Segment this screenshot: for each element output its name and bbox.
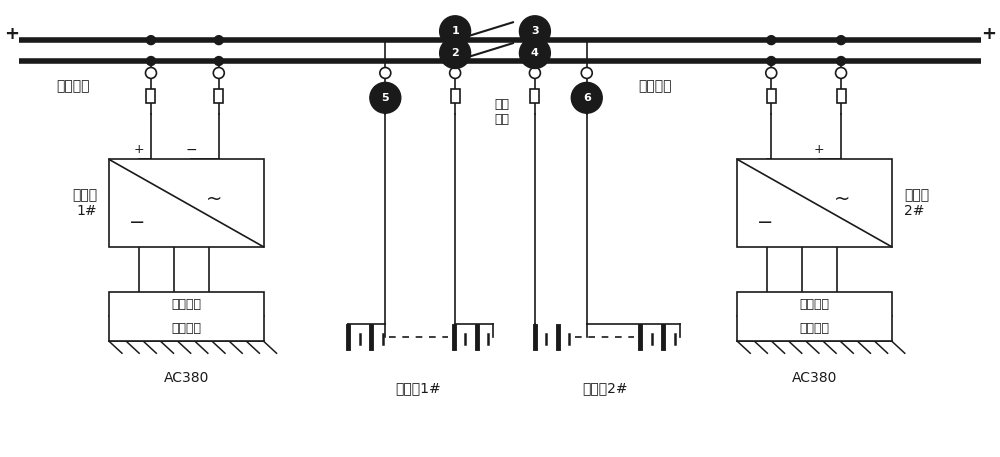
Text: 雷击保护: 雷击保护 — [800, 298, 830, 311]
Text: AC380: AC380 — [791, 371, 837, 385]
Circle shape — [214, 36, 223, 45]
Circle shape — [837, 57, 846, 65]
Text: 雷击保护: 雷击保护 — [171, 298, 201, 311]
Text: 交流配电: 交流配电 — [171, 322, 201, 335]
Circle shape — [146, 36, 155, 45]
Bar — [737, 159, 892, 247]
Circle shape — [530, 36, 539, 45]
Bar — [381, 90, 390, 103]
Text: 直流母线: 直流母线 — [56, 79, 90, 93]
Bar — [837, 90, 846, 103]
Circle shape — [519, 16, 550, 47]
Circle shape — [837, 36, 846, 45]
Circle shape — [440, 16, 471, 47]
Text: 蓄电池1#: 蓄电池1# — [395, 381, 441, 395]
Text: 5: 5 — [382, 93, 389, 103]
Bar — [582, 90, 591, 103]
Bar — [530, 90, 539, 103]
Circle shape — [766, 68, 777, 79]
Text: 2: 2 — [451, 48, 459, 58]
Text: 直流母线: 直流母线 — [638, 79, 671, 93]
Text: 整流器
2#: 整流器 2# — [904, 188, 929, 218]
Bar — [737, 292, 892, 341]
Text: 交流配电: 交流配电 — [800, 322, 830, 335]
Circle shape — [581, 68, 592, 79]
Circle shape — [451, 36, 460, 45]
Text: 4: 4 — [531, 48, 539, 58]
Circle shape — [450, 68, 461, 79]
Text: ~: ~ — [834, 190, 850, 209]
Bar — [214, 90, 223, 103]
Text: −: − — [185, 143, 197, 156]
Text: 蓄电池2#: 蓄电池2# — [582, 381, 628, 395]
Text: +: + — [814, 143, 824, 156]
Text: +: + — [134, 143, 144, 156]
Text: −: − — [129, 213, 145, 232]
Circle shape — [145, 68, 156, 79]
Circle shape — [767, 36, 776, 45]
Bar — [451, 90, 460, 103]
Text: 整流器
1#: 整流器 1# — [72, 188, 97, 218]
Bar — [146, 90, 155, 103]
Circle shape — [571, 82, 602, 113]
Text: 3: 3 — [531, 26, 539, 36]
Circle shape — [213, 68, 224, 79]
Circle shape — [380, 68, 391, 79]
Bar — [767, 90, 776, 103]
Text: +: + — [981, 25, 996, 43]
Circle shape — [146, 57, 155, 65]
Text: 6: 6 — [583, 93, 591, 103]
Text: +: + — [4, 25, 19, 43]
Circle shape — [519, 37, 550, 69]
Text: ~: ~ — [206, 190, 222, 209]
Bar — [109, 159, 264, 247]
Circle shape — [214, 57, 223, 65]
Text: 1: 1 — [451, 26, 459, 36]
Text: AC380: AC380 — [164, 371, 210, 385]
Text: 母线
开关: 母线 开关 — [494, 98, 509, 126]
Circle shape — [836, 68, 847, 79]
Circle shape — [767, 57, 776, 65]
Text: −: − — [757, 213, 773, 232]
Circle shape — [370, 82, 401, 113]
Circle shape — [440, 37, 471, 69]
Circle shape — [451, 57, 460, 65]
Circle shape — [529, 68, 540, 79]
Bar — [109, 292, 264, 341]
Circle shape — [530, 57, 539, 65]
